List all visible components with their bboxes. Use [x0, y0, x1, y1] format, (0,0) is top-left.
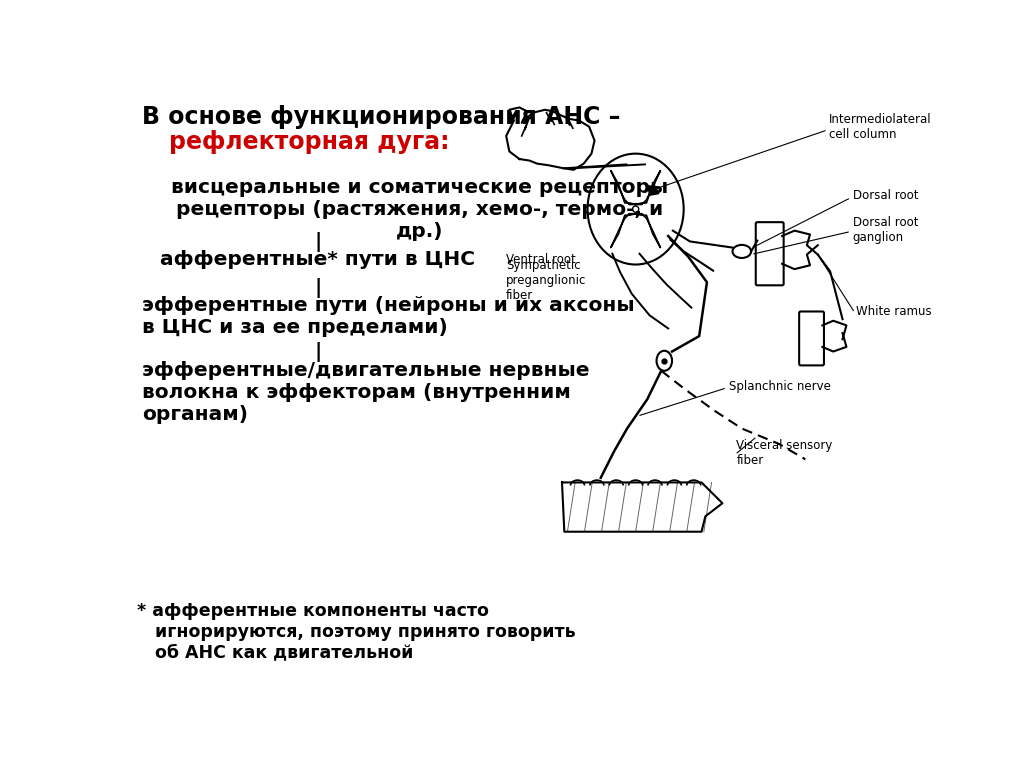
Circle shape [633, 206, 639, 212]
Text: Sympathetic
preganglionic
fiber: Sympathetic preganglionic fiber [506, 259, 587, 302]
Text: |: | [314, 278, 322, 298]
Text: рефлекторная дуга:: рефлекторная дуга: [169, 130, 450, 153]
Text: афферентные* пути в ЦНС: афферентные* пути в ЦНС [161, 250, 475, 269]
Text: White ramus: White ramus [856, 305, 932, 318]
Text: |: | [314, 232, 322, 252]
Text: Visceral sensory
fiber: Visceral sensory fiber [736, 439, 833, 467]
Text: Intermediolateral
cell column: Intermediolateral cell column [829, 113, 932, 140]
Text: висцеральные и соматические рецепторы
рецепторы (растяжения, хемо-, термо-, и
др: висцеральные и соматические рецепторы ре… [171, 178, 668, 242]
Text: В основе функционирования АНС –: В основе функционирования АНС – [142, 105, 621, 129]
Text: Dorsal root: Dorsal root [853, 189, 919, 202]
Text: Ventral root: Ventral root [506, 252, 575, 265]
Wedge shape [648, 186, 658, 196]
Text: |: | [314, 342, 322, 362]
Text: эфферентные/двигательные нервные
волокна к эффекторам (внутренним
органам): эфферентные/двигательные нервные волокна… [142, 360, 590, 424]
Text: Dorsal root
ganglion: Dorsal root ganglion [853, 216, 919, 244]
Text: * афферентные компоненты часто
   игнорируются, поэтому принято говорить
   об А: * афферентные компоненты часто игнорирую… [137, 602, 575, 661]
Text: эфферентные пути (нейроны и их аксоны
в ЦНС и за ее пределами): эфферентные пути (нейроны и их аксоны в … [142, 296, 635, 337]
Text: Splanchnic nerve: Splanchnic nerve [729, 380, 830, 393]
